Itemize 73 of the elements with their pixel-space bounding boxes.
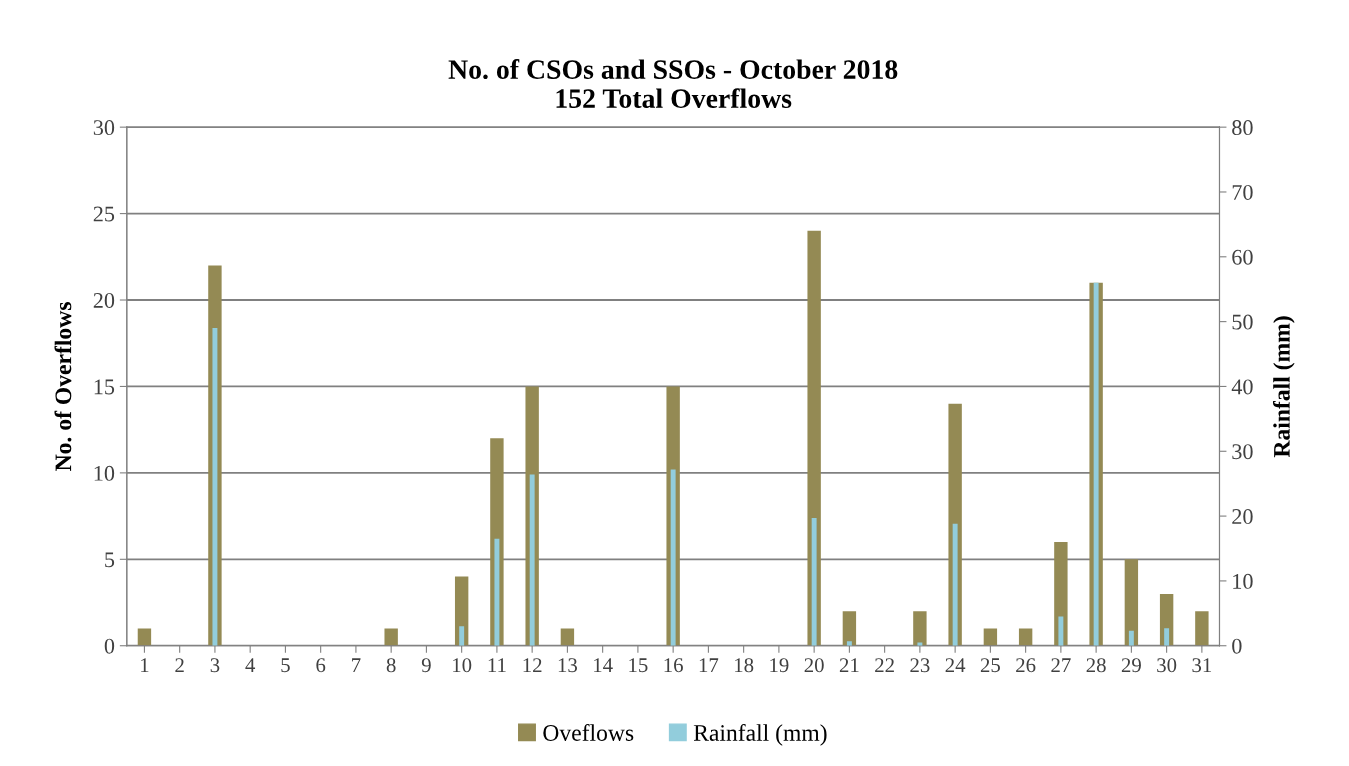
x-tick-label: 11 bbox=[488, 658, 506, 672]
y-tick-label: 30 bbox=[93, 120, 115, 136]
x-tick-label: 29 bbox=[1121, 658, 1141, 673]
bar bbox=[1164, 628, 1170, 646]
bar bbox=[670, 469, 676, 646]
x-tick-label: 23 bbox=[910, 658, 930, 673]
bar bbox=[1054, 542, 1068, 646]
y2-tick-label: 0 bbox=[1232, 638, 1242, 654]
x-tick-label: 6 bbox=[316, 658, 326, 673]
bar bbox=[137, 628, 152, 646]
y2-axis-title: Rainfall (mm) bbox=[1272, 316, 1295, 458]
x-tick-label: 5 bbox=[281, 658, 290, 673]
bar bbox=[983, 628, 998, 646]
bar bbox=[1128, 630, 1134, 646]
x-tick-label: 28 bbox=[1086, 658, 1106, 673]
y-tick-label: 20 bbox=[93, 292, 115, 308]
x-tick-label: 16 bbox=[664, 658, 683, 673]
bar bbox=[1124, 559, 1139, 646]
x-tick-label: 14 bbox=[594, 658, 613, 672]
x-tick-label: 13 bbox=[558, 658, 578, 673]
bar bbox=[846, 641, 852, 646]
x-tick-label: 8 bbox=[386, 658, 396, 673]
x-tick-label: 26 bbox=[1016, 658, 1036, 673]
bar bbox=[529, 474, 535, 646]
x-tick-label: 4 bbox=[245, 658, 256, 672]
x-tick-label: 22 bbox=[875, 658, 894, 672]
x-tick-label: 10 bbox=[453, 658, 472, 673]
y2-tick-label: 80 bbox=[1232, 120, 1253, 136]
bar bbox=[1195, 611, 1209, 646]
x-tick-label: 12 bbox=[523, 658, 542, 672]
x-tick-label: 27 bbox=[1051, 658, 1071, 672]
x-tick-label: 30 bbox=[1157, 658, 1177, 673]
x-tick-label: 9 bbox=[421, 658, 431, 673]
y2-tick-label: 70 bbox=[1232, 184, 1253, 200]
x-tick-label: 15 bbox=[629, 658, 648, 673]
bar bbox=[917, 642, 923, 646]
bar bbox=[1018, 628, 1033, 646]
bar bbox=[560, 628, 575, 646]
x-tick-label: 21 bbox=[839, 658, 859, 672]
y-tick-label: 15 bbox=[94, 379, 115, 395]
chart-title: No. of CSOs and SSOs - October 2018 152 Total Overflows bbox=[448, 59, 898, 108]
x-tick-label: 7 bbox=[352, 658, 361, 672]
x-tick-label: 20 bbox=[804, 658, 824, 673]
x-tick-label: 25 bbox=[980, 658, 1000, 673]
y2-tick-label: 40 bbox=[1231, 379, 1253, 395]
bar bbox=[952, 523, 958, 646]
y2-tick-label: 60 bbox=[1232, 249, 1253, 265]
legend-label: Oveflows bbox=[543, 724, 634, 741]
y-tick-label: 0 bbox=[104, 638, 115, 654]
x-tick-label: 24 bbox=[945, 658, 966, 672]
y-tick-label: 10 bbox=[94, 465, 115, 481]
x-tick-label: 17 bbox=[699, 658, 719, 672]
y-tick-label: 25 bbox=[93, 206, 115, 222]
bar bbox=[842, 611, 857, 646]
x-tick-label: 2 bbox=[175, 658, 184, 672]
x-tick-label: 3 bbox=[210, 658, 220, 673]
legend-label: Rainfall (mm) bbox=[693, 724, 827, 746]
bar bbox=[913, 611, 927, 646]
y2-tick-label: 50 bbox=[1232, 314, 1253, 330]
x-tick-label: 18 bbox=[735, 658, 754, 673]
y2-tick-label: 20 bbox=[1232, 509, 1253, 525]
y2-tick-label: 10 bbox=[1233, 573, 1253, 589]
bar bbox=[811, 518, 817, 646]
x-tick-label: 1 bbox=[141, 658, 149, 672]
bar bbox=[459, 626, 465, 646]
bar bbox=[494, 538, 500, 646]
bar bbox=[384, 628, 398, 646]
y-tick-label: 5 bbox=[105, 552, 115, 568]
y2-tick-label: 30 bbox=[1232, 444, 1253, 460]
y-axis-title: No. of Overflows bbox=[54, 302, 72, 471]
bar bbox=[1058, 616, 1064, 646]
x-tick-label: 19 bbox=[770, 658, 789, 673]
x-tick-label: 31 bbox=[1192, 658, 1212, 673]
